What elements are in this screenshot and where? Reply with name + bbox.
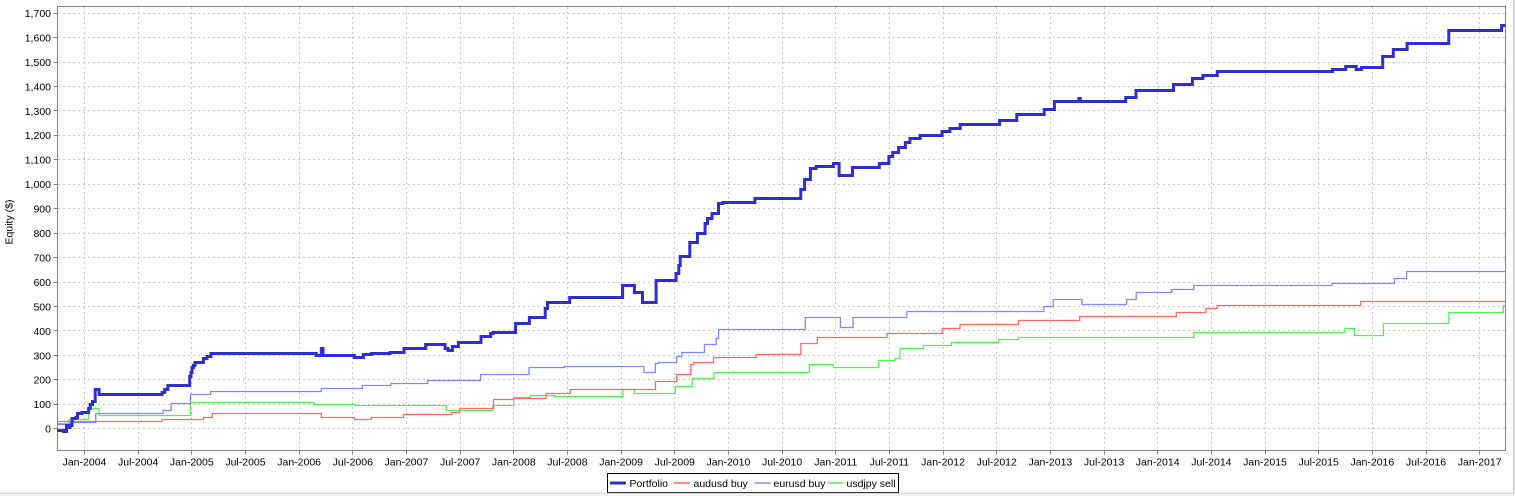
svg-text:eurusd buy: eurusd buy [774,478,827,490]
svg-text:Jan-2006: Jan-2006 [277,457,321,469]
svg-text:1,100: 1,100 [25,155,51,167]
svg-text:Jan-2017: Jan-2017 [1458,457,1502,469]
svg-text:usdjpy sell: usdjpy sell [847,478,896,490]
svg-text:600: 600 [33,277,51,289]
svg-text:audusd buy: audusd buy [694,478,749,490]
svg-text:Jul-2005: Jul-2005 [225,457,265,469]
svg-text:Jan-2010: Jan-2010 [707,457,751,469]
svg-text:Jan-2004: Jan-2004 [63,457,107,469]
svg-text:Portfolio: Portfolio [630,478,669,490]
svg-text:Jul-2013: Jul-2013 [1084,457,1124,469]
svg-text:1,600: 1,600 [25,32,51,44]
svg-text:Jul-2015: Jul-2015 [1299,457,1339,469]
svg-text:900: 900 [33,204,51,216]
svg-text:0: 0 [45,424,51,436]
svg-text:Jan-2007: Jan-2007 [385,457,429,469]
svg-text:1,700: 1,700 [25,8,51,20]
svg-text:Jul-2011: Jul-2011 [870,457,910,469]
svg-text:Jan-2013: Jan-2013 [1028,457,1072,469]
svg-text:1,200: 1,200 [25,130,51,142]
svg-text:100: 100 [33,399,51,411]
svg-text:Jul-2007: Jul-2007 [440,457,480,469]
svg-text:Jul-2004: Jul-2004 [118,457,158,469]
svg-text:1,300: 1,300 [25,106,51,118]
svg-text:1,400: 1,400 [25,81,51,93]
svg-text:1,500: 1,500 [25,57,51,69]
svg-text:500: 500 [33,301,51,313]
svg-text:200: 200 [33,375,51,387]
svg-text:1,000: 1,000 [25,179,51,191]
svg-text:Jan-2008: Jan-2008 [492,457,536,469]
svg-text:Jan-2009: Jan-2009 [599,457,643,469]
svg-text:Jul-2008: Jul-2008 [547,457,587,469]
svg-text:Jan-2012: Jan-2012 [921,457,965,469]
svg-text:Jul-2016: Jul-2016 [1406,457,1446,469]
svg-text:Jul-2006: Jul-2006 [333,457,373,469]
svg-text:Jan-2011: Jan-2011 [814,457,857,469]
svg-text:Jan-2005: Jan-2005 [170,457,214,469]
svg-text:800: 800 [33,228,51,240]
svg-text:Jul-2014: Jul-2014 [1191,457,1231,469]
svg-text:400: 400 [33,326,51,338]
svg-text:Jan-2016: Jan-2016 [1350,457,1394,469]
svg-text:Equity ($): Equity ($) [4,200,16,245]
svg-text:Jul-2009: Jul-2009 [655,457,695,469]
svg-text:Jan-2015: Jan-2015 [1243,457,1287,469]
svg-text:Jan-2014: Jan-2014 [1136,457,1180,469]
svg-text:Jul-2012: Jul-2012 [977,457,1017,469]
svg-text:300: 300 [33,350,51,362]
svg-text:700: 700 [33,252,51,264]
svg-text:Jul-2010: Jul-2010 [762,457,802,469]
